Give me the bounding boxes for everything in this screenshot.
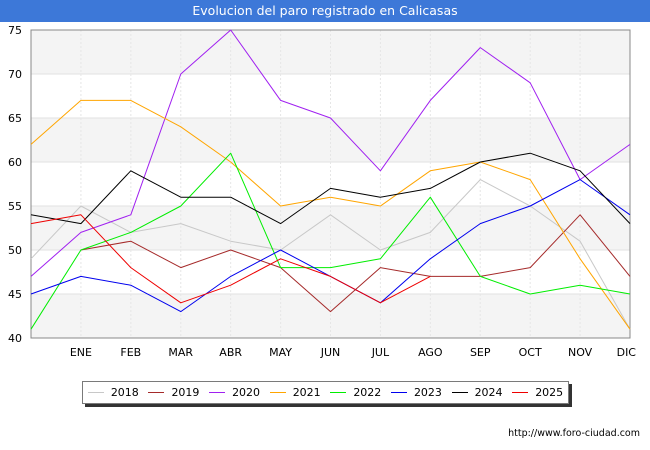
legend-label: 2024: [474, 386, 503, 399]
x-tick-label: NOV: [568, 346, 593, 359]
chart-title: Evolucion del paro registrado en Calicas…: [0, 0, 650, 22]
x-tick-label: ABR: [219, 346, 242, 359]
legend-swatch: [148, 392, 165, 393]
source-url: http://www.foro-ciudad.com: [508, 428, 640, 439]
legend-item-2025: 2025: [512, 386, 563, 399]
x-tick-label: ENE: [70, 346, 92, 359]
y-tick-label: 75: [8, 24, 22, 37]
legend-item-2018: 2018: [87, 386, 139, 399]
legend-swatch: [209, 392, 226, 393]
y-axis-ticks: 40 45 50 55 60 65 70 75: [8, 24, 22, 345]
series-line-2021: [30, 99, 631, 330]
legend: 2018 2019 2020 2021 2022 2023 2024 2025: [82, 381, 569, 404]
series-lines: [30, 29, 631, 330]
y-tick-label: 45: [8, 288, 22, 301]
x-tick-label: FEB: [120, 346, 141, 359]
legend-label: 2020: [232, 386, 261, 399]
y-tick-label: 65: [8, 112, 22, 125]
legend-label: 2025: [535, 386, 564, 399]
x-tick-label: SEP: [470, 346, 491, 359]
legend-item-2021: 2021: [269, 386, 321, 399]
legend-item-2022: 2022: [330, 386, 381, 399]
legend-item-2020: 2020: [209, 386, 260, 399]
x-tick-label: MAY: [269, 346, 292, 359]
legend-label: 2018: [110, 386, 139, 399]
y-tick-label: 40: [8, 332, 22, 345]
x-tick-label: MAR: [168, 346, 193, 359]
x-axis-ticks: ENE FEB MAR ABR MAY JUN JUL AGO SEP OCT NOV DIC: [70, 346, 636, 359]
plot-frame: [30, 29, 631, 339]
x-tick-label: JUL: [371, 346, 390, 359]
legend-swatch: [269, 392, 286, 393]
legend-label: 2022: [353, 386, 382, 399]
x-tick-label: AGO: [418, 346, 443, 359]
legend-label: 2021: [292, 386, 321, 399]
series-line-2022: [30, 152, 631, 330]
legend-swatch: [512, 392, 529, 393]
legend-item-2019: 2019: [148, 386, 199, 399]
y-tick-label: 50: [8, 244, 22, 257]
series-line-2025: [30, 214, 431, 304]
legend-item-2023: 2023: [390, 386, 442, 399]
legend-label: 2019: [171, 386, 200, 399]
x-tick-label: DIC: [617, 346, 637, 359]
legend-item-2024: 2024: [451, 386, 503, 399]
y-tick-label: 60: [8, 156, 22, 169]
legend-swatch: [330, 392, 347, 393]
series-line-2020: [30, 29, 631, 277]
legend-swatch: [451, 392, 468, 393]
x-tick-label: JUN: [320, 346, 341, 359]
x-tick-label: OCT: [519, 346, 542, 359]
series-line-2024: [30, 152, 631, 225]
legend-swatch: [87, 392, 104, 393]
y-tick-label: 55: [8, 200, 22, 213]
y-tick-label: 70: [8, 68, 22, 81]
legend-swatch: [390, 392, 407, 393]
legend-label: 2023: [413, 386, 442, 399]
